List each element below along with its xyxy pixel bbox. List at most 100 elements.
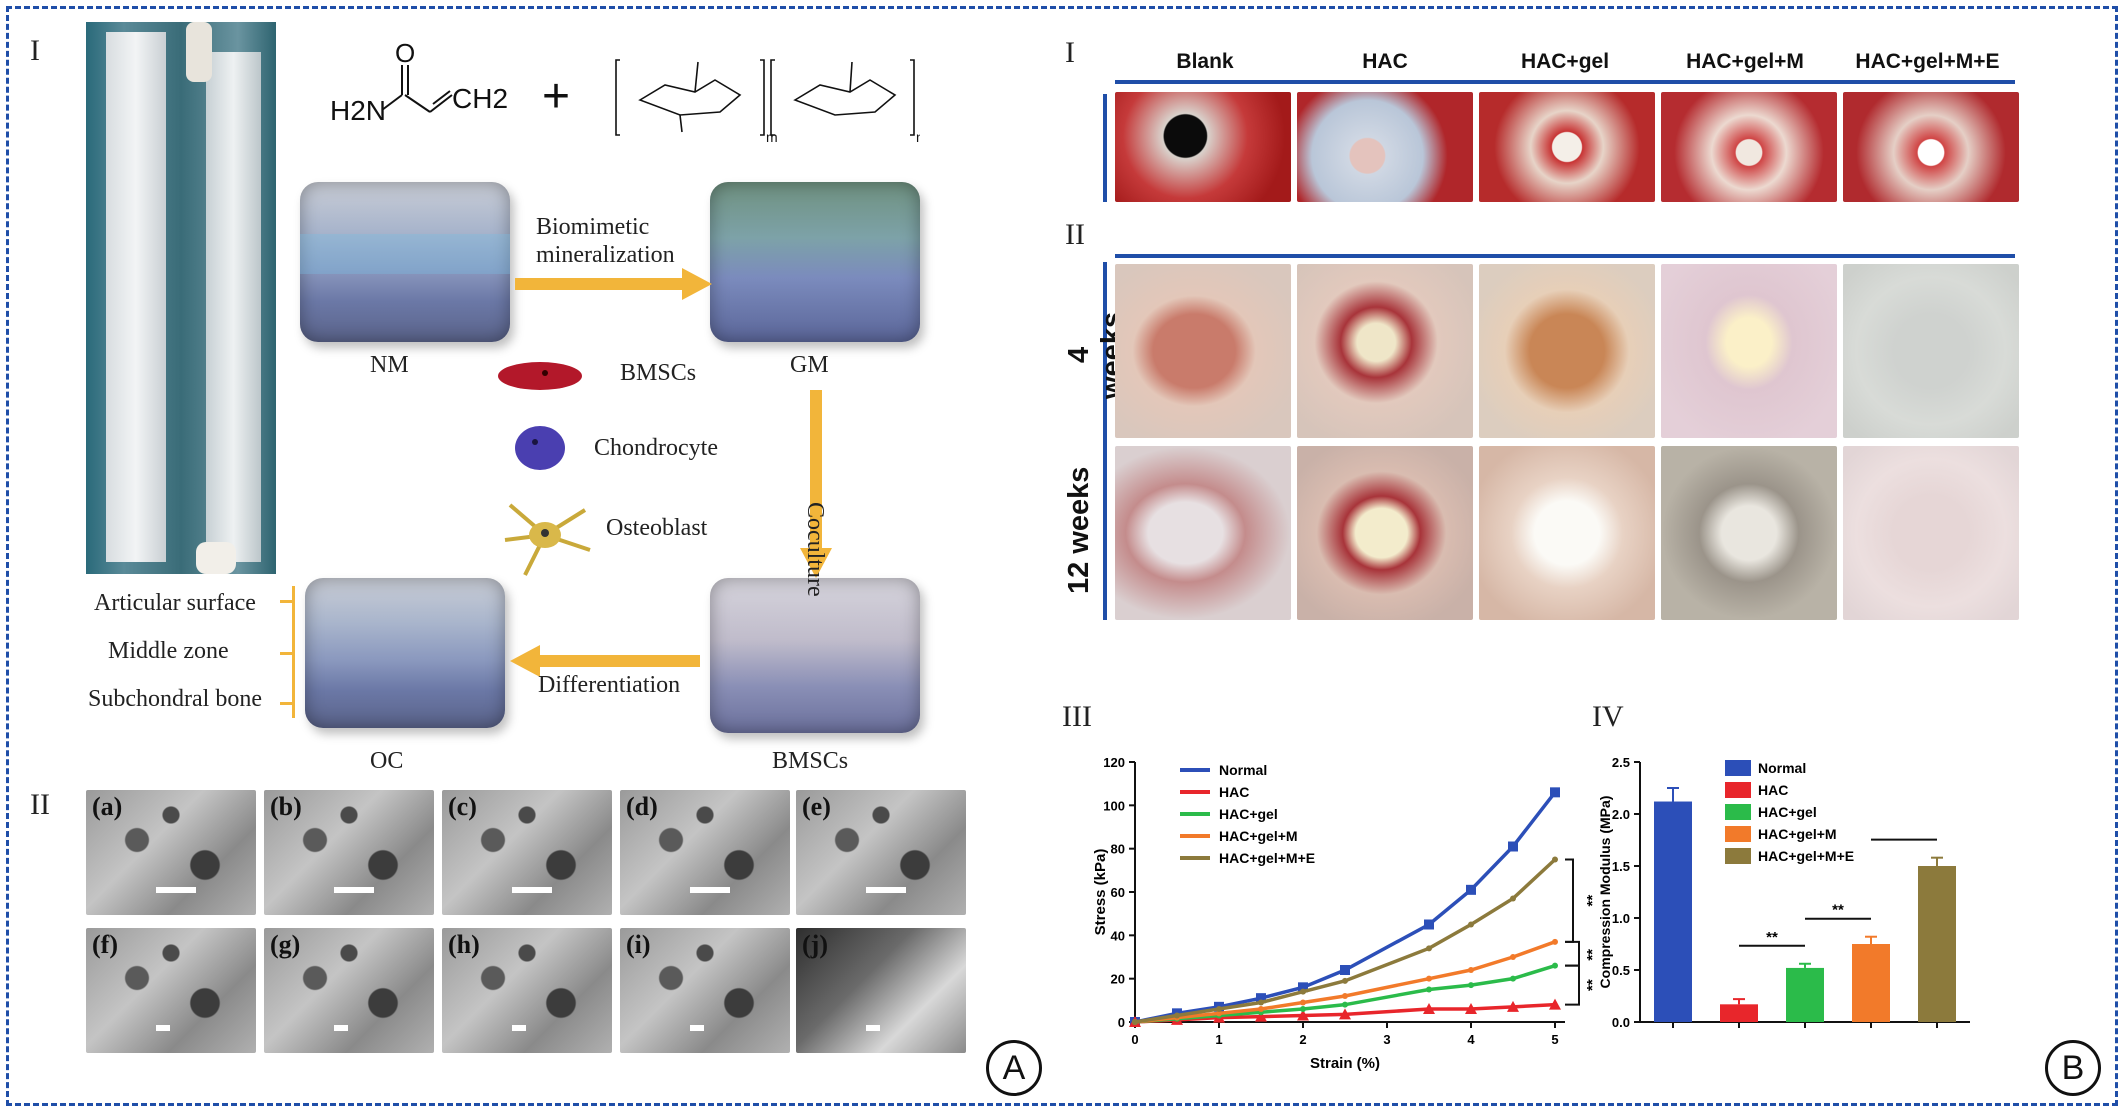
data-point xyxy=(1424,919,1434,930)
stress-strain-chart: 0 20 40 60 80 100 120 0 1 2 3 4 5 Strain (%) Stress (k… xyxy=(1092,755,1595,1072)
legend-label: HAC xyxy=(1219,784,1249,800)
legend-swatch xyxy=(1725,848,1751,864)
column-header-hac-gel: HAC+gel xyxy=(1520,50,1610,73)
gross-photo-blank xyxy=(1115,92,1291,202)
y-tick-label: 20 xyxy=(1111,972,1125,987)
data-point xyxy=(1550,787,1560,798)
sem-label-a: (a) xyxy=(92,792,123,821)
legend-label: Normal xyxy=(1219,762,1267,778)
panel-a-section-ii-label: II xyxy=(30,788,50,821)
bar-1 xyxy=(1720,1004,1758,1022)
arrow-mineralization-shaft xyxy=(515,278,685,290)
figure-frame xyxy=(6,6,2118,1106)
sem-label-e: (e) xyxy=(802,792,831,821)
data-point xyxy=(1468,967,1474,973)
data-point xyxy=(1468,921,1474,928)
histo-4w-hac-gel-m xyxy=(1661,264,1837,438)
plus-sign: + xyxy=(542,70,570,123)
sem-label-d: (d) xyxy=(626,792,658,821)
data-point xyxy=(1300,1006,1306,1012)
data-point xyxy=(1552,962,1558,969)
histo-12w-hac-gel-m xyxy=(1661,446,1837,620)
amine-group: H2N xyxy=(330,95,386,126)
histo-12w-hac xyxy=(1297,446,1473,620)
ruler-holder-top xyxy=(186,22,212,82)
label-gm: GM xyxy=(790,352,829,378)
data-point xyxy=(1466,884,1476,895)
sem-label-j: (j) xyxy=(802,930,828,959)
series-line-4 xyxy=(1134,858,1557,1024)
data-point xyxy=(1426,975,1432,982)
y-tick-label: 0 xyxy=(1118,1015,1125,1030)
sem-label-b: (b) xyxy=(270,792,302,821)
legend-osteoblast: Osteoblast xyxy=(606,515,708,541)
x-tick-label: 4 xyxy=(1467,1032,1475,1047)
panel-b-badge: B xyxy=(2045,1040,2101,1096)
sem-image-i: (i) xyxy=(620,928,790,1053)
data-point xyxy=(1258,1006,1264,1012)
section-ii-rule xyxy=(1115,254,2015,258)
panel-a-badge: A xyxy=(986,1040,1042,1096)
bar-3 xyxy=(1852,944,1890,1022)
column-header-hac-gel-m-e: HAC+gel+M+E xyxy=(1855,50,2000,73)
data-point xyxy=(1256,993,1266,1004)
gross-photo-hac-gel-m-e xyxy=(1843,92,2019,202)
sem-image-b: (b) xyxy=(264,790,434,915)
significance-marker: ** xyxy=(1584,979,1595,991)
sem-label-c: (c) xyxy=(448,792,477,821)
y-axis-title: Stress (kPa) xyxy=(1092,849,1109,936)
sem-label-g: (g) xyxy=(270,930,301,959)
column-header-hac-gel-m: HAC+gel+M xyxy=(1686,50,1804,73)
arrow-coculture-head xyxy=(800,548,832,578)
data-point xyxy=(1423,1003,1435,1014)
histo-4w-hac xyxy=(1297,264,1473,438)
arrow-differentiation-head xyxy=(510,645,540,677)
legend-swatch xyxy=(1725,782,1751,798)
gross-photo-hac-gel-m xyxy=(1661,92,1837,202)
significance-marker: ** xyxy=(1766,929,1778,946)
sem-label-i: (i) xyxy=(626,930,651,959)
legend-label: HAC+gel xyxy=(1219,806,1278,822)
y-tick-label: 100 xyxy=(1103,798,1125,813)
y-tick-label: 2.5 xyxy=(1612,755,1630,770)
legend-swatch xyxy=(1725,826,1751,842)
legend-label: HAC+gel+M xyxy=(1219,828,1298,844)
sig-bracket xyxy=(1565,858,1574,943)
x-tick-label: 1 xyxy=(1215,1032,1222,1047)
histo-4w-blank xyxy=(1115,264,1291,438)
x-tick-label: 2 xyxy=(1299,1032,1306,1047)
subscript-m: m xyxy=(766,129,778,145)
significance-marker: ** xyxy=(1832,902,1844,919)
sem-image-f: (f) xyxy=(86,928,256,1053)
data-point xyxy=(1510,954,1516,960)
y-tick-label: 40 xyxy=(1111,928,1125,943)
histo-4w-hac-gel xyxy=(1479,264,1655,438)
sem-image-a: (a) xyxy=(86,790,256,915)
sem-image-j: (j) xyxy=(796,928,966,1053)
data-point xyxy=(1426,945,1432,952)
sem-image-e: (e) xyxy=(796,790,966,915)
data-point xyxy=(1174,1012,1180,1019)
cube-bmscs xyxy=(710,578,920,733)
histo-12w-hac-gel-m-e xyxy=(1843,446,2019,620)
data-point xyxy=(1342,1001,1348,1008)
data-point xyxy=(1468,982,1474,989)
row-label-12-weeks: 12 weeks xyxy=(1063,466,1095,594)
cube-nm xyxy=(300,182,510,342)
ruler-holder-bottom xyxy=(196,542,236,574)
sem-image-d: (d) xyxy=(620,790,790,915)
legend-label: HAC+gel+M+E xyxy=(1219,850,1315,866)
bmscs-cell-icon xyxy=(498,362,582,390)
carbonyl-oxygen: O xyxy=(395,40,415,68)
subscript-n: n xyxy=(916,129,920,145)
ruler-strip-left xyxy=(106,32,166,562)
legend-label: HAC xyxy=(1758,782,1788,798)
compression-modulus-chart: 0.0 0.5 1.0 1.5 2.0 2.5 Compression Modulus (M… xyxy=(1597,755,1970,1030)
chemical-structure: H2N O CH2 + m n xyxy=(330,40,920,145)
zone-tick-3 xyxy=(280,702,294,705)
zone-tick-2 xyxy=(280,652,294,655)
label-articular-surface: Articular surface xyxy=(94,590,256,616)
section-ii-side-rule xyxy=(1103,262,1107,620)
label-subchondral-bone: Subchondral bone xyxy=(88,686,262,712)
series-line-0 xyxy=(1134,791,1557,1024)
